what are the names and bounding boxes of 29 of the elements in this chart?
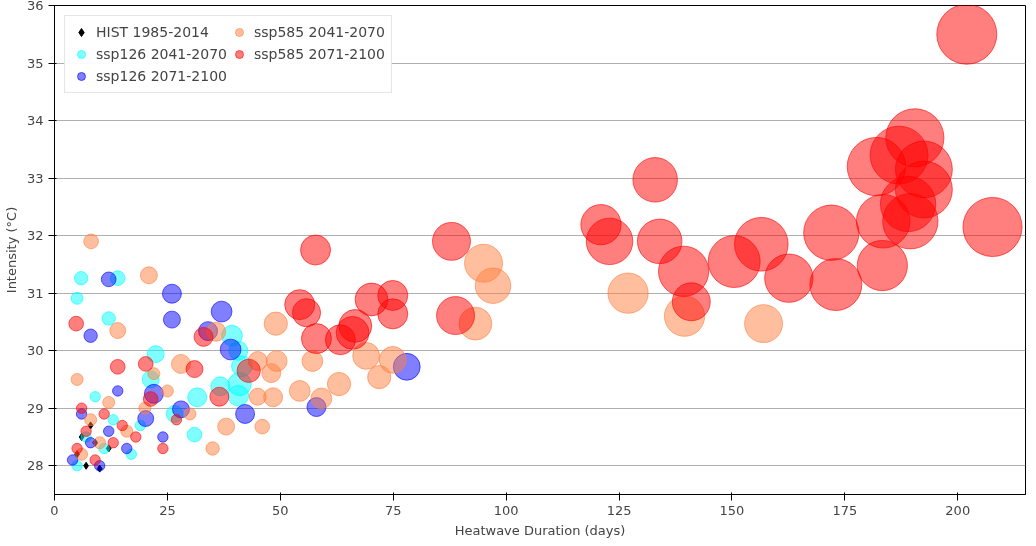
legend-label: ssp126 2041-2070 [96, 46, 227, 62]
y-tick-label: 31 [26, 285, 44, 301]
y-axis-title: Intensity (°C) [3, 206, 19, 294]
point [78, 432, 85, 441]
legend-label: HIST 1985-2014 [96, 24, 209, 40]
y-tick-label: 35 [26, 55, 44, 71]
y-tick-label: 30 [26, 343, 44, 359]
y-tick-label: 29 [26, 400, 44, 416]
y-tick-label: 34 [26, 113, 44, 129]
y-tick-label: 33 [26, 170, 44, 186]
x-tick-label: 150 [719, 502, 745, 518]
x-tick-label: 50 [272, 502, 289, 518]
y-tick-label: 28 [26, 458, 44, 474]
x-axis-title: Heatwave Duration (days) [454, 522, 626, 538]
x-tick-label: 75 [384, 502, 402, 518]
x-tick-label: 125 [606, 502, 632, 518]
point [105, 444, 112, 453]
point [87, 421, 94, 430]
legend-label: ssp585 2041-2070 [253, 24, 385, 40]
legend-label: ssp126 2071-2100 [96, 68, 227, 84]
x-tick-label: 175 [832, 502, 858, 518]
x-tick-label: 200 [945, 502, 971, 518]
x-tick-label: 0 [50, 502, 59, 518]
x-tick-label: 100 [493, 502, 519, 518]
y-tick-label: 36 [26, 0, 44, 13]
point [96, 464, 103, 473]
y-tick-label: 32 [26, 228, 44, 244]
x-tick-label: 25 [159, 502, 176, 518]
legend-label: ssp585 2071-2100 [253, 46, 385, 62]
